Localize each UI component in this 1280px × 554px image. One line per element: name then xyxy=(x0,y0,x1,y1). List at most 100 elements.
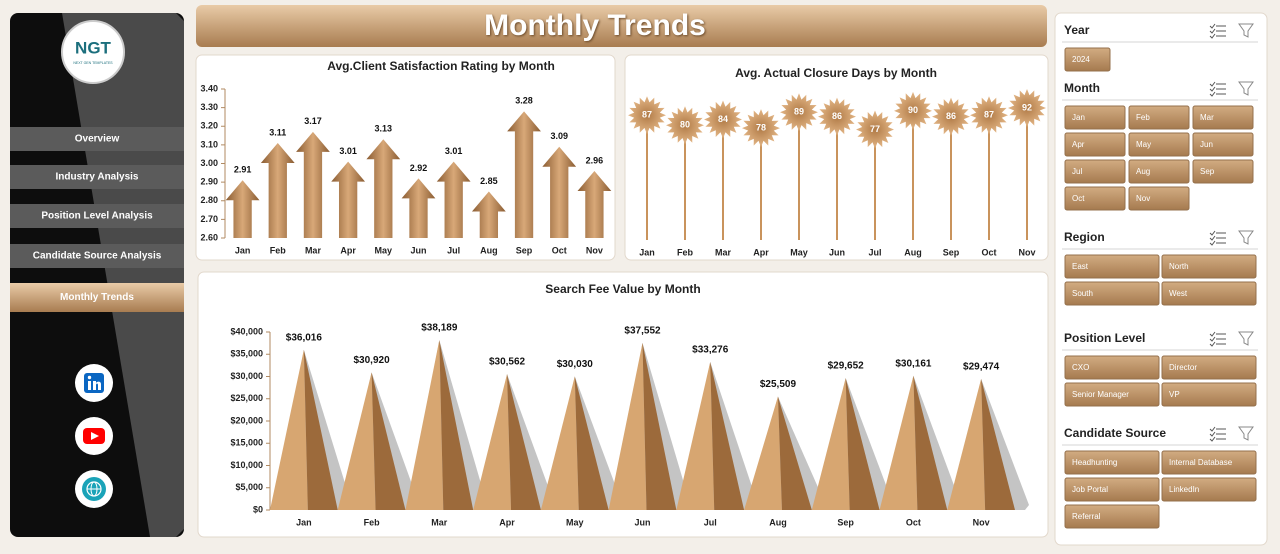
nav-button[interactable] xyxy=(10,165,184,189)
linkedin-icon[interactable] xyxy=(75,364,113,402)
slicer-item[interactable]: Nov xyxy=(1136,194,1150,203)
slicer-item[interactable]: North xyxy=(1169,262,1189,271)
youtube-icon[interactable] xyxy=(75,417,113,455)
slicer-button[interactable]: May xyxy=(1128,132,1190,157)
slicer-button-bg[interactable] xyxy=(1064,477,1160,502)
slicer-button-bg[interactable] xyxy=(1064,254,1160,279)
icon-check[interactable] xyxy=(1209,23,1216,29)
slicer-button[interactable]: Aug xyxy=(1128,159,1190,184)
slicer-button-bg[interactable] xyxy=(1064,132,1126,157)
slicer-button[interactable]: Internal Database xyxy=(1161,450,1257,475)
slicer-button-bg[interactable] xyxy=(1128,159,1190,184)
slicer-button[interactable]: Mar xyxy=(1192,105,1254,130)
multi-select-icon[interactable] xyxy=(1209,331,1226,347)
multi-select-icon[interactable] xyxy=(1209,426,1226,442)
nav-label[interactable]: Industry Analysis xyxy=(56,172,139,183)
multi-select-icon[interactable] xyxy=(1209,230,1226,246)
slicer-item[interactable]: 2024 xyxy=(1072,55,1090,64)
slicer-button[interactable]: Job Portal xyxy=(1064,477,1160,502)
icon-check[interactable] xyxy=(1209,436,1216,442)
slicer-button-bg[interactable] xyxy=(1064,47,1111,72)
icon-check[interactable] xyxy=(1209,331,1216,337)
icon-check[interactable] xyxy=(1209,230,1216,236)
slicer-button-bg[interactable] xyxy=(1161,477,1257,502)
slicer-button-bg[interactable] xyxy=(1161,254,1257,279)
slicer-button-bg[interactable] xyxy=(1161,450,1257,475)
icon-check[interactable] xyxy=(1209,336,1216,342)
slicer-item[interactable]: Sep xyxy=(1200,167,1215,176)
nav-button[interactable] xyxy=(10,204,184,228)
slicer-button-bg[interactable] xyxy=(1161,382,1257,407)
slicer-item[interactable]: Apr xyxy=(1072,140,1085,149)
nav-label[interactable]: Overview xyxy=(75,134,120,145)
icon-check[interactable] xyxy=(1209,91,1216,97)
slicer-button-bg[interactable] xyxy=(1064,159,1126,184)
nav-button[interactable] xyxy=(10,244,184,268)
slicer-button[interactable]: Director xyxy=(1161,355,1257,380)
slicer-button[interactable]: Feb xyxy=(1128,105,1190,130)
icon-check[interactable] xyxy=(1209,235,1216,241)
slicer-button-bg[interactable] xyxy=(1192,132,1254,157)
icon-check[interactable] xyxy=(1209,240,1216,246)
slicer-item[interactable]: Director xyxy=(1169,363,1197,372)
nav-item[interactable]: Overview xyxy=(10,127,184,151)
slicer-button-bg[interactable] xyxy=(1064,105,1126,130)
slicer-button[interactable]: Headhunting xyxy=(1064,450,1160,475)
slicer-item[interactable]: West xyxy=(1169,289,1188,298)
slicer-button[interactable]: Jun xyxy=(1192,132,1254,157)
nav-button[interactable] xyxy=(10,127,184,151)
icon-check[interactable] xyxy=(1209,426,1216,432)
slicer-item[interactable]: Oct xyxy=(1072,194,1085,203)
icon-check[interactable] xyxy=(1209,81,1216,87)
nav-label[interactable]: Position Level Analysis xyxy=(41,211,153,222)
slicer-item[interactable]: Jan xyxy=(1072,113,1085,122)
nav-item[interactable]: Candidate Source Analysis xyxy=(10,244,184,268)
slicer-item[interactable]: South xyxy=(1072,289,1093,298)
slicer-button-bg[interactable] xyxy=(1064,504,1160,529)
slicer-item[interactable]: Referral xyxy=(1072,512,1101,521)
slicer-button[interactable]: CXO xyxy=(1064,355,1160,380)
icon-check[interactable] xyxy=(1209,431,1216,437)
website-icon[interactable] xyxy=(75,470,113,508)
slicer-button-bg[interactable] xyxy=(1128,132,1190,157)
slicer-item[interactable]: VP xyxy=(1169,390,1180,399)
icon-check[interactable] xyxy=(1209,28,1216,34)
slicer-button-bg[interactable] xyxy=(1064,382,1160,407)
clear-filter-icon[interactable] xyxy=(1238,426,1254,441)
nav-item[interactable]: Position Level Analysis xyxy=(10,204,184,228)
slicer-button[interactable]: Apr xyxy=(1064,132,1126,157)
nav-label[interactable]: Monthly Trends xyxy=(60,292,134,303)
clear-filter-icon[interactable] xyxy=(1238,230,1254,245)
slicer-button[interactable]: Sep xyxy=(1192,159,1254,184)
slicer-item[interactable]: CXO xyxy=(1072,363,1089,372)
slicer-button[interactable]: LinkedIn xyxy=(1161,477,1257,502)
slicer-button-bg[interactable] xyxy=(1161,355,1257,380)
slicer-button[interactable]: West xyxy=(1161,281,1257,306)
icon-check[interactable] xyxy=(1209,33,1216,39)
slicer-button[interactable]: 2024 xyxy=(1064,47,1111,72)
slicer-button[interactable]: East xyxy=(1064,254,1160,279)
slicer-item[interactable]: Aug xyxy=(1136,167,1150,176)
slicer-button-bg[interactable] xyxy=(1161,281,1257,306)
slicer-item[interactable]: Jun xyxy=(1200,140,1213,149)
nav-label[interactable]: Candidate Source Analysis xyxy=(33,251,162,262)
clear-filter-icon[interactable] xyxy=(1238,81,1254,96)
clear-filter-icon[interactable] xyxy=(1238,331,1254,346)
slicer-item[interactable]: Mar xyxy=(1200,113,1214,122)
slicer-button-bg[interactable] xyxy=(1064,450,1160,475)
slicer-button[interactable]: Senior Manager xyxy=(1064,382,1160,407)
icon-check[interactable] xyxy=(1209,341,1216,347)
slicer-button-bg[interactable] xyxy=(1064,281,1160,306)
slicer-button[interactable]: Oct xyxy=(1064,186,1126,211)
slicer-item[interactable]: Feb xyxy=(1136,113,1150,122)
slicer-item[interactable]: Senior Manager xyxy=(1072,390,1129,399)
clear-filter-icon[interactable] xyxy=(1238,23,1254,38)
slicer-item[interactable]: Jul xyxy=(1072,167,1082,176)
slicer-button-bg[interactable] xyxy=(1192,105,1254,130)
nav-button[interactable] xyxy=(10,283,184,312)
multi-select-icon[interactable] xyxy=(1209,81,1226,97)
slicer-item[interactable]: Headhunting xyxy=(1072,458,1117,467)
slicer-button[interactable]: South xyxy=(1064,281,1160,306)
slicer-button-bg[interactable] xyxy=(1192,159,1254,184)
slicer-item[interactable]: May xyxy=(1136,140,1151,149)
